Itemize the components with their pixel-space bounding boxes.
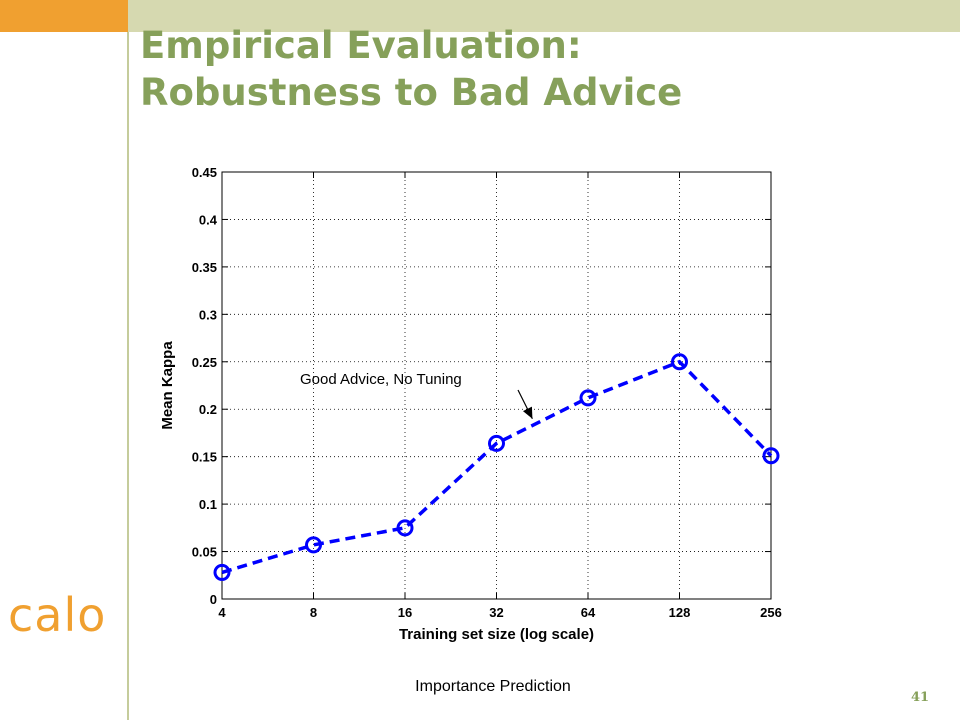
y-axis-label: Mean Kappa [159, 341, 176, 430]
figure-caption: Importance Prediction [415, 678, 571, 695]
y-tick-label: 0.15 [192, 450, 217, 465]
y-tick-label: 0.3 [199, 307, 217, 322]
annotation-arrow-head [522, 406, 533, 419]
data-point [213, 563, 231, 581]
x-tick-label: 128 [669, 605, 691, 620]
y-tick-label: 0.45 [192, 165, 217, 180]
x-tick-label: 4 [218, 605, 226, 620]
slide-title-line-2: Robustness to Bad Advice [140, 71, 683, 114]
axis-ticks: 0 0.05 0.1 0.15 0.2 0.25 0.3 0.35 0.4 0.45 4 8 16 32 6… [192, 165, 782, 620]
data-point [396, 519, 414, 537]
y-tick-label: 0.25 [192, 355, 217, 370]
calo-logo: calo [8, 588, 107, 642]
y-tick-label: 0.1 [199, 497, 217, 512]
y-tick-label: 0 [210, 592, 217, 607]
slide-title-line-1: Empirical Evaluation: [140, 24, 582, 67]
series-markers [213, 353, 780, 581]
series-line [221, 359, 773, 575]
side-rule [127, 32, 129, 720]
x-tick-label: 32 [489, 605, 503, 620]
y-tick-label: 0.35 [192, 260, 217, 275]
annotation-label: Good Advice, No Tuning [300, 371, 462, 388]
annotation: Good Advice, No Tuning [300, 371, 533, 419]
x-tick-label: 8 [310, 605, 317, 620]
top-accent-bar [0, 0, 128, 32]
data-point [762, 447, 780, 465]
page-number: 41 [910, 690, 930, 705]
x-tick-label: 256 [760, 605, 782, 620]
data-point [579, 389, 597, 407]
y-tick-label: 0.4 [199, 212, 218, 227]
x-axis-label: Training set size (log scale) [399, 626, 594, 643]
top-band [128, 0, 960, 32]
x-tick-label: 64 [581, 605, 596, 620]
x-tick-label: 16 [398, 605, 412, 620]
line-chart: 0 0.05 0.1 0.15 0.2 0.25 0.3 0.35 0.4 0.45 4 8 16 32 6… [159, 165, 782, 643]
slide-title: Empirical Evaluation: Robustness to Bad … [140, 22, 682, 116]
data-point [671, 353, 688, 371]
data-point [488, 434, 505, 452]
y-tick-label: 0.2 [199, 402, 217, 417]
data-point [305, 536, 322, 554]
y-tick-label: 0.05 [192, 545, 217, 560]
